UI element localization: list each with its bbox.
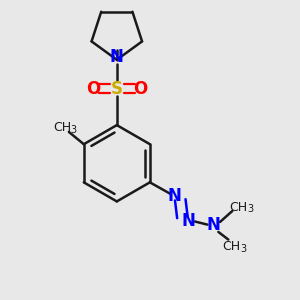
Text: N: N [182,212,195,230]
Text: CH: CH [223,240,241,253]
Text: 3: 3 [247,204,253,214]
Text: O: O [86,80,100,98]
Text: O: O [134,80,148,98]
Text: 3: 3 [240,244,246,254]
Text: CH: CH [229,200,247,214]
Text: CH: CH [53,121,71,134]
Text: 3: 3 [71,125,77,135]
Text: S: S [111,80,123,98]
Text: N: N [206,216,220,234]
Text: N: N [167,188,181,206]
Text: N: N [110,48,124,66]
